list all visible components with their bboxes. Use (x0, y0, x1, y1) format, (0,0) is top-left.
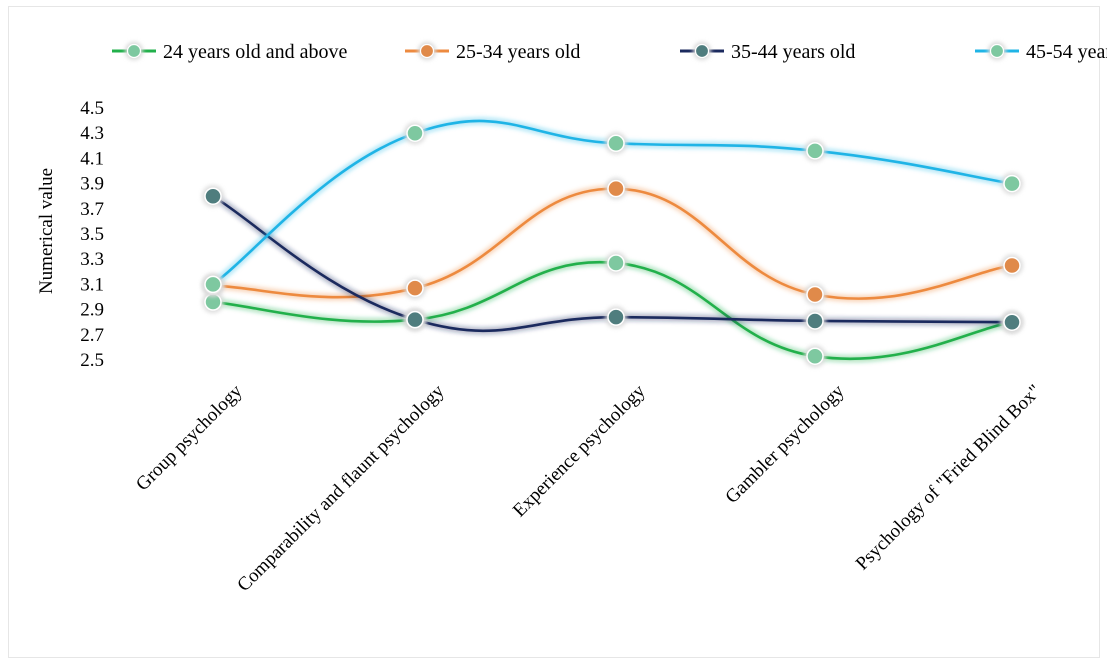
data-point-25-34-years-old (804, 283, 826, 306)
data-point-35-44-years-old (202, 185, 224, 208)
data-point-25-34-years-old (605, 177, 627, 200)
legend-label: 25-34 years old (456, 41, 580, 63)
data-point-24-years-old-and-above (202, 291, 224, 314)
y-tick-label: 3.9 (80, 174, 104, 195)
data-point-35-44-years-old (1001, 311, 1023, 334)
data-point-35-44-years-old (605, 306, 627, 329)
y-tick-label: 4.5 (80, 98, 104, 119)
legend-item-35-44-years-old: 35-44 years old (680, 41, 855, 63)
data-point-25-34-years-old (1001, 254, 1023, 277)
data-point-45-54-years-old (404, 122, 426, 145)
series-markers (202, 122, 1023, 368)
legend-label: 24 years old and above (163, 41, 348, 63)
legend-item-25-34-years-old: 25-34 years old (405, 41, 580, 63)
y-tick-label: 3.7 (80, 199, 104, 220)
legend-item-24-years-old-and-above: 24 years old and above (112, 41, 348, 63)
y-tick-label: 4.1 (80, 148, 104, 169)
data-point-45-54-years-old (202, 273, 224, 296)
y-tick-label: 3.1 (80, 274, 104, 295)
data-point-45-54-years-old (1001, 172, 1023, 195)
data-point-35-44-years-old (804, 309, 826, 332)
x-tick-label-gambler-psychology: Gambler psychology (721, 380, 849, 508)
legend: 24 years old and above 25-34 years old 35-… (112, 41, 1107, 63)
data-point-35-44-years-old (404, 308, 426, 331)
x-tick-label-group-psychology: Group psychology (132, 380, 247, 495)
y-axis-ticks: 2.5 2.7 2.9 3.1 3.3 3.5 3.7 3.9 4.1 4.3 4.5 (80, 98, 104, 371)
y-tick-label: 2.7 (80, 325, 104, 346)
x-tick-label-comparability-and-flaunt-psychology: Comparability and flaunt psychology (233, 380, 449, 596)
legend-label: 35-44 years old (731, 41, 855, 63)
legend-label: 45-54 years old (1026, 41, 1107, 63)
data-point-45-54-years-old (605, 132, 627, 155)
data-point-24-years-old-and-above (804, 345, 826, 368)
y-tick-label: 3.5 (80, 224, 104, 245)
chart-frame (8, 6, 1100, 658)
legend-item-45-54-years-old: 45-54 years old (975, 41, 1107, 63)
y-tick-label: 2.9 (80, 300, 104, 321)
y-tick-label: 3.3 (80, 249, 104, 270)
y-tick-label: 2.5 (80, 350, 104, 371)
data-point-45-54-years-old (804, 139, 826, 162)
x-tick-label-experience-psychology: Experience psychology (509, 380, 650, 521)
x-tick-label-psychology-of-fried-blind-box: Psychology of "Fried Blind Box" (852, 381, 1046, 575)
y-tick-label: 4.3 (80, 123, 104, 144)
data-point-25-34-years-old (404, 277, 426, 300)
data-point-24-years-old-and-above (605, 251, 627, 274)
y-axis-label: Numerical value (36, 168, 57, 294)
